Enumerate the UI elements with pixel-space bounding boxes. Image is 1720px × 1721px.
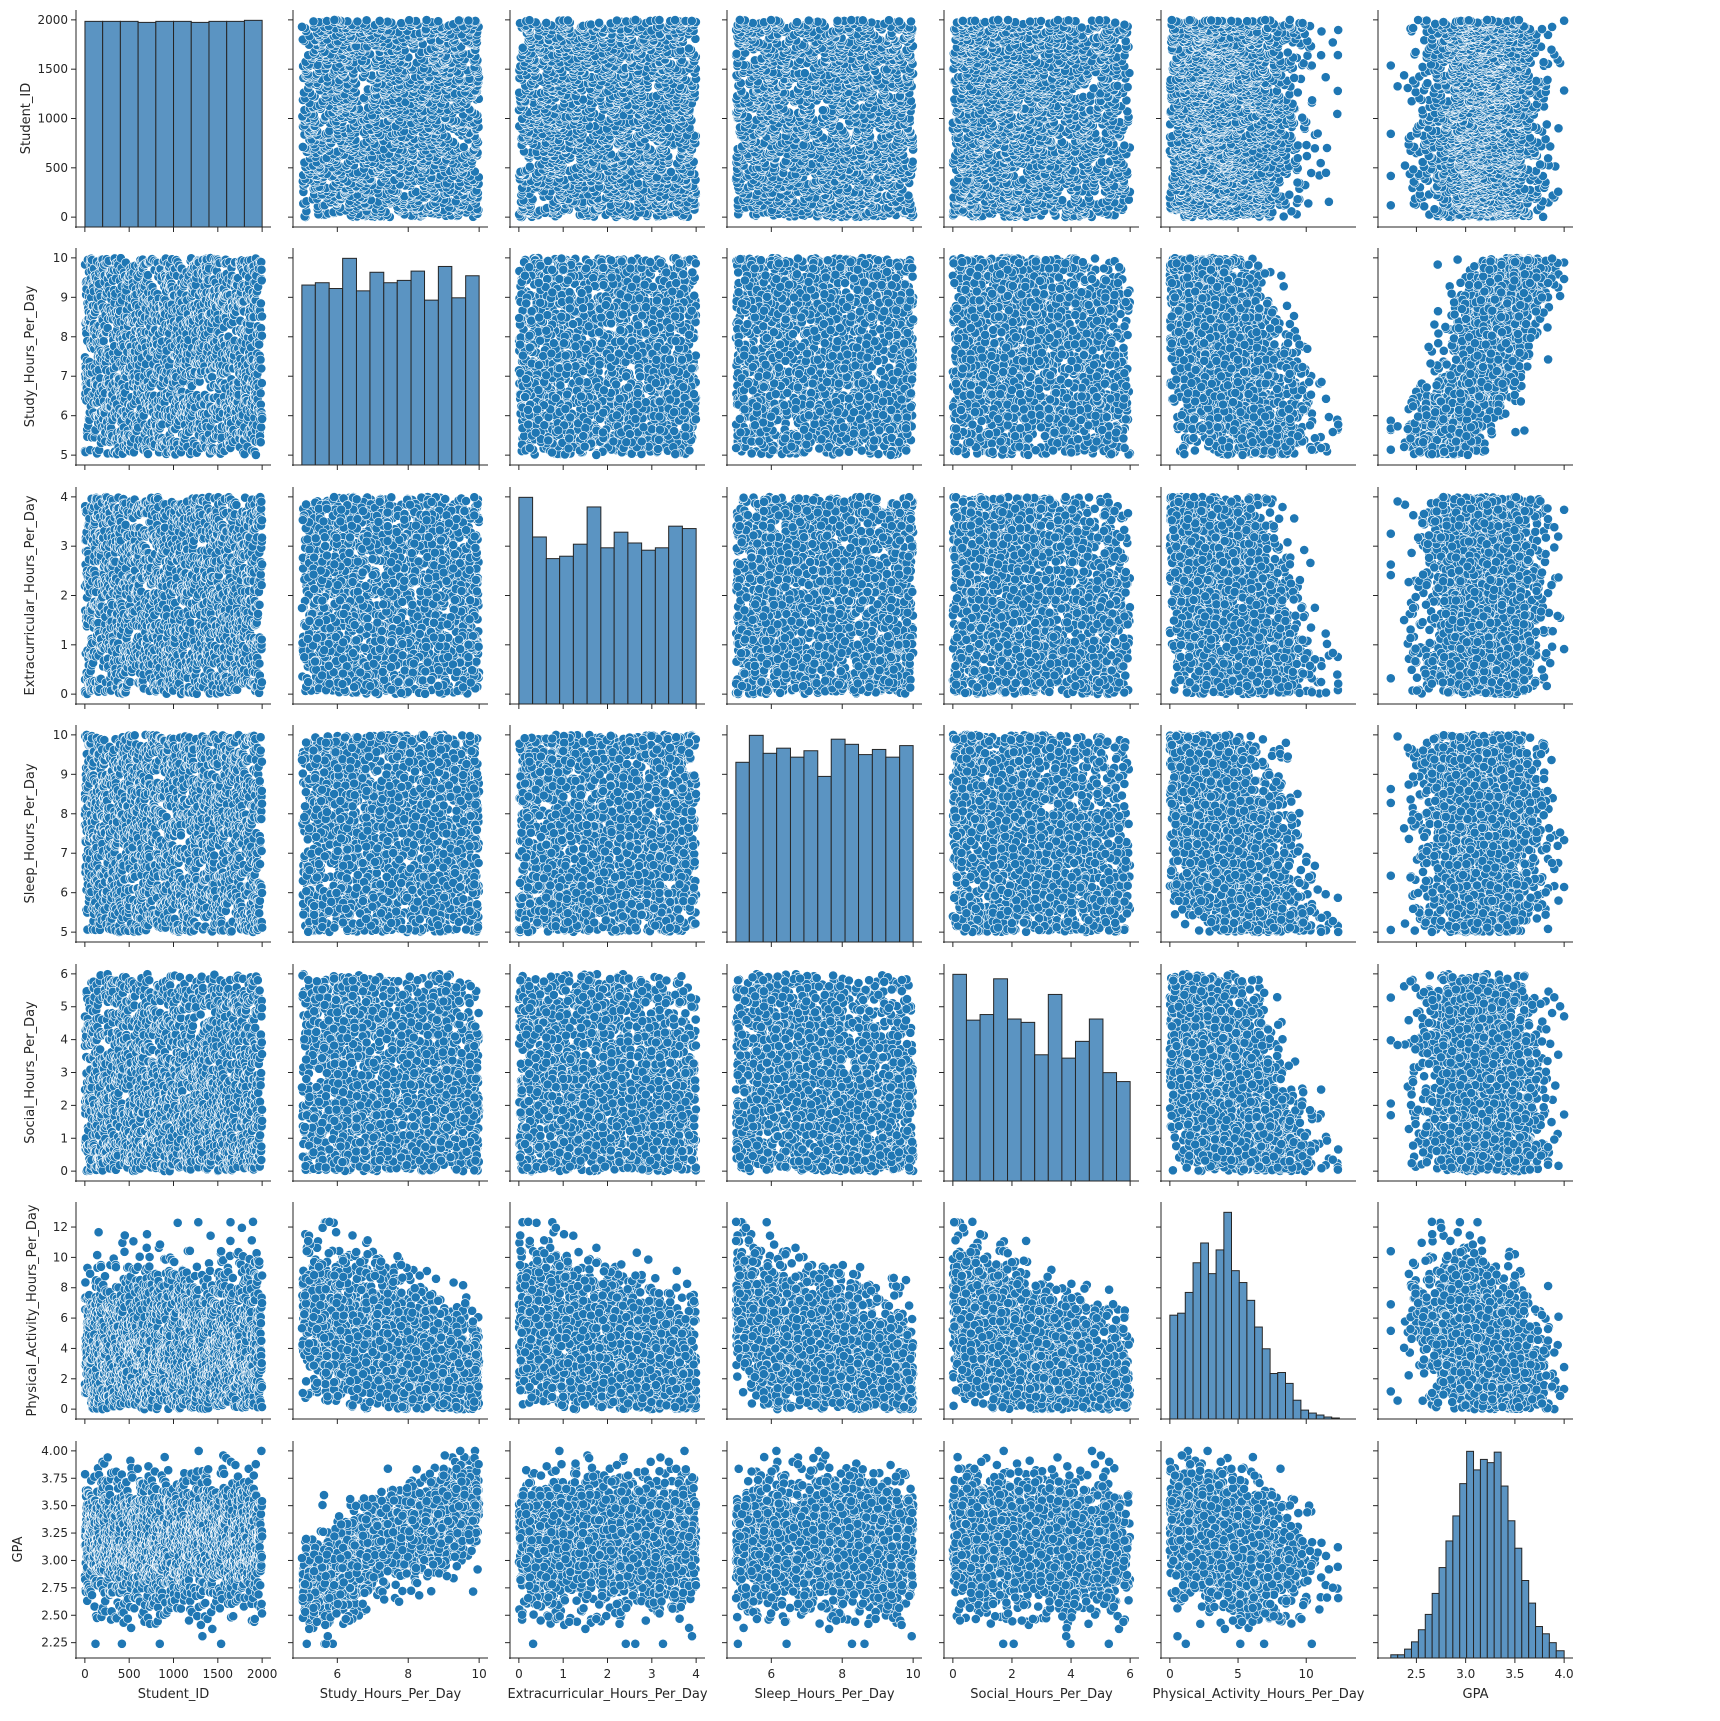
hist-bar [85,21,103,227]
hist-bar [191,22,209,227]
panel-Student_ID-vs-Student_ID [71,10,271,232]
hist-bar [209,21,227,227]
hist-bar [120,21,138,227]
hist-bar [174,21,192,227]
hist-bar [227,21,245,227]
hist-bar [156,21,174,227]
hist-bar [138,22,156,227]
panel-Student_ID-vs-Study_Hours_Per_Day [288,10,488,232]
hist-bar [244,20,262,227]
hist-bar [103,21,121,227]
